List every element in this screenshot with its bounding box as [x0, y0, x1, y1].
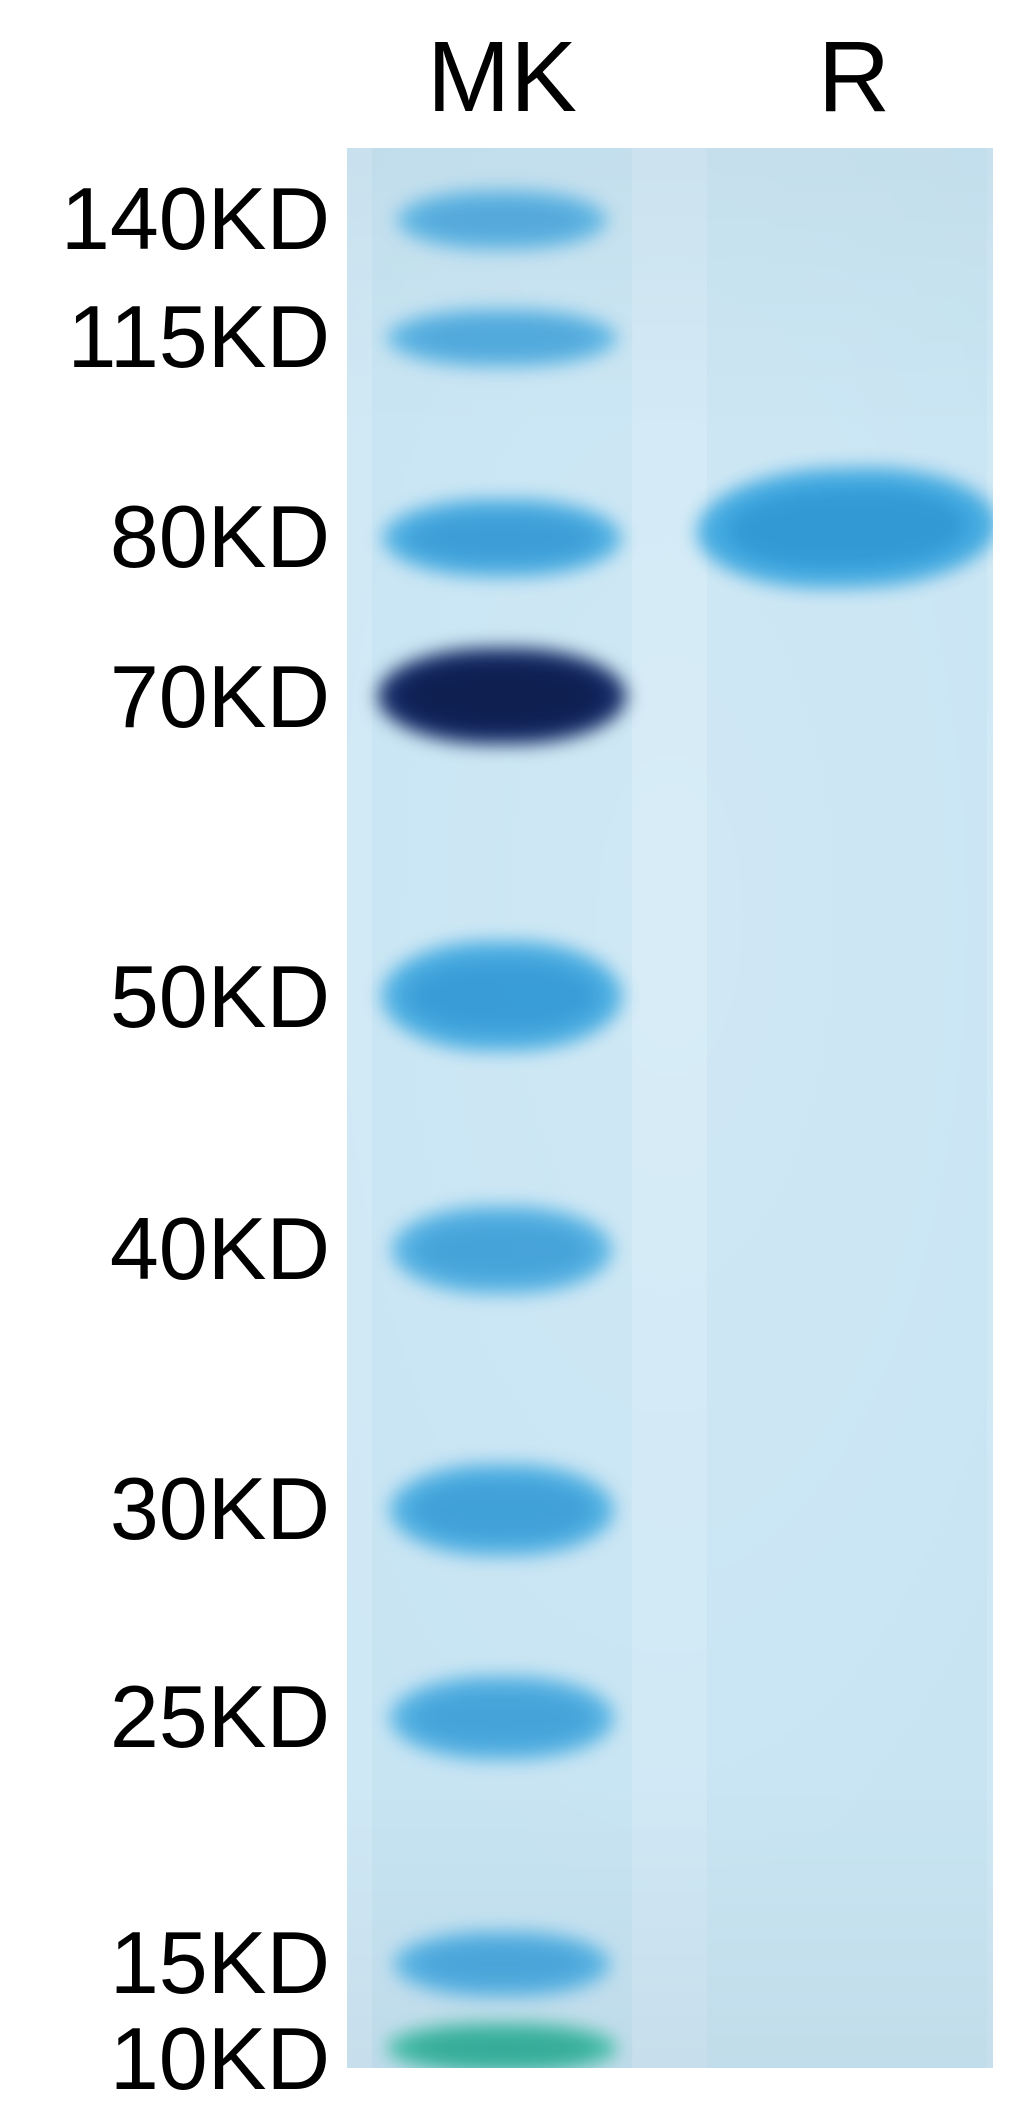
- marker-label: 40KD: [110, 1198, 330, 1300]
- marker-label: 80KD: [110, 486, 330, 588]
- lane-zone-r: [707, 148, 987, 2068]
- marker-label: 30KD: [110, 1458, 330, 1560]
- marker-band: [397, 190, 607, 250]
- lane-label-r: R: [654, 20, 1032, 135]
- gel-membrane: [347, 148, 993, 2068]
- lane-label-mk: MK: [302, 20, 702, 135]
- gel-figure: MK R 140KD 115KD 80KD 70KD 50KD 40KD 30K…: [0, 0, 1032, 2106]
- marker-band: [378, 648, 626, 744]
- marker-label: 10KD: [110, 2008, 330, 2106]
- marker-band: [382, 941, 622, 1051]
- marker-label: 15KD: [110, 1912, 330, 2014]
- marker-band: [390, 1464, 614, 1556]
- marker-label: 115KD: [67, 286, 330, 388]
- marker-band: [387, 309, 617, 367]
- marker-label: 140KD: [61, 168, 330, 270]
- marker-label: 70KD: [110, 646, 330, 748]
- marker-label: 25KD: [110, 1666, 330, 1768]
- lane-zone-mk: [372, 148, 632, 2068]
- marker-band: [383, 499, 621, 577]
- marker-band: [392, 1206, 612, 1294]
- marker-band: [390, 1676, 614, 1760]
- marker-label: 50KD: [110, 946, 330, 1048]
- marker-band: [387, 2023, 617, 2068]
- marker-band: [394, 1931, 610, 1997]
